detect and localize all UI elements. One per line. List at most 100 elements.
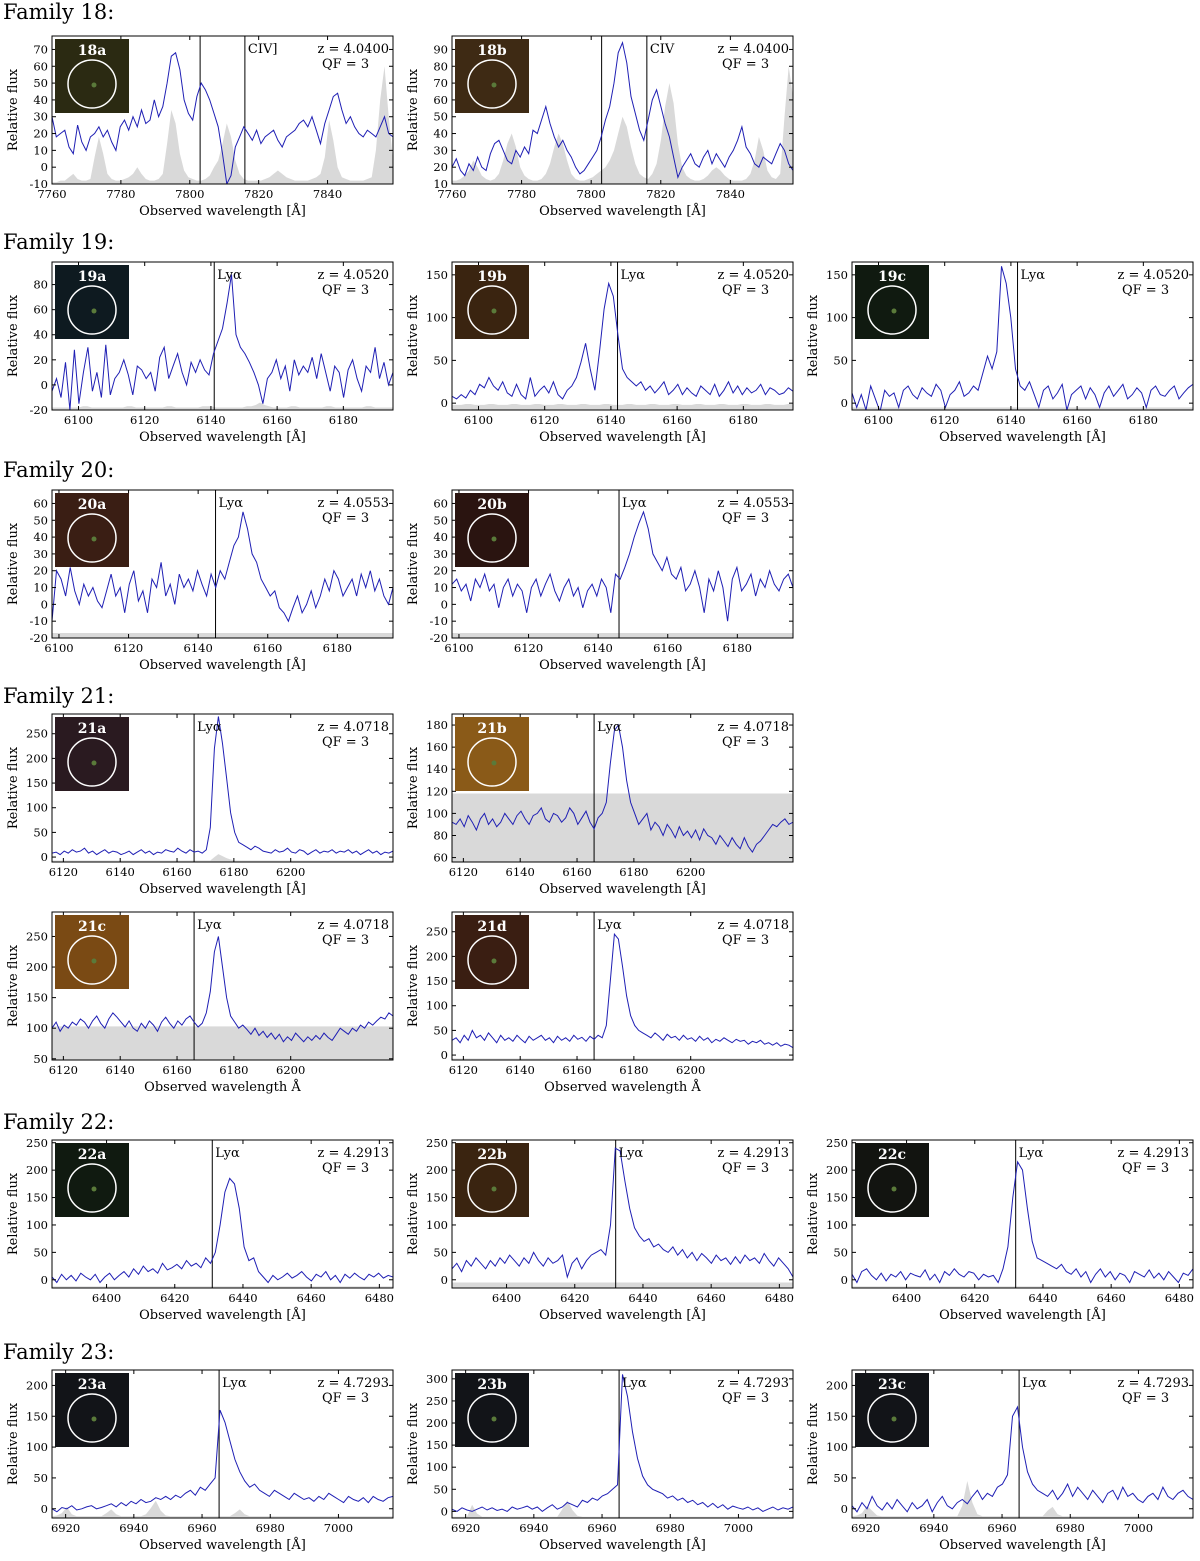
x-tick-label: 6200 <box>276 865 305 879</box>
object-spectrum <box>852 1405 1193 1513</box>
x-tick-label: 7820 <box>646 187 675 201</box>
x-tick-label: 7780 <box>106 187 135 201</box>
plot-area <box>52 490 393 638</box>
quality-flag-label: QF = 3 <box>722 933 769 948</box>
y-tick-label: 100 <box>26 1218 48 1232</box>
x-axis-label: Observed wavelength [Å] <box>939 429 1106 445</box>
quality-flag-label: QF = 3 <box>722 511 769 526</box>
y-tick-label: 250 <box>26 1136 48 1150</box>
x-tick-label: 6120 <box>530 413 559 427</box>
plot-frame <box>451 35 794 185</box>
stamp-label: 23c <box>878 1377 906 1393</box>
x-tick-label: 6160 <box>562 1063 591 1077</box>
x-tick-label: 6140 <box>506 1063 535 1077</box>
y-tick-label: 10 <box>433 177 448 191</box>
x-axis-label: Observed wavelength [Å] <box>939 1537 1106 1553</box>
redshift-label: z = 4.0718 <box>718 720 790 735</box>
x-tick-label: 7840 <box>313 187 342 201</box>
x-tick-label: 7800 <box>175 187 204 201</box>
x-tick-label: 6940 <box>919 1521 948 1535</box>
postage-stamp: 23c <box>855 1373 929 1447</box>
redshift-label: z = 4.2913 <box>318 1146 390 1161</box>
spectrum-panel-19c: Lyα 6100 6120 6140 6160 6180 0 50 100 150 Observed… <box>806 261 1194 445</box>
x-tick-label: 7000 <box>324 1521 353 1535</box>
y-tick-label: 20 <box>433 564 448 578</box>
y-tick-label: 20 <box>33 353 48 367</box>
line-label: Lyα <box>597 720 622 735</box>
line-label: Lyα <box>1019 1146 1044 1161</box>
x-axis-label: Observed wavelength [Å] <box>139 881 306 897</box>
stamp-label: 19c <box>878 269 906 285</box>
object-spectrum <box>452 41 793 179</box>
object-spectrum <box>52 51 393 184</box>
y-tick-label: 50 <box>433 353 448 367</box>
line-label: Lyα <box>622 1376 647 1391</box>
quality-flag-label: QF = 3 <box>1122 1161 1169 1176</box>
x-axis-label: Observed wavelength [Å] <box>139 1307 306 1323</box>
line-label: Lyα <box>597 918 622 933</box>
y-tick-label: 0 <box>841 396 848 410</box>
y-tick-label: 150 <box>426 1438 448 1452</box>
quality-flag-label: QF = 3 <box>322 735 369 750</box>
stamp-label: 23a <box>78 1377 107 1393</box>
x-tick-label: 6120 <box>930 413 959 427</box>
postage-stamp: 19b <box>455 265 529 339</box>
y-tick-label: -20 <box>429 631 448 645</box>
aperture-circle <box>867 1163 917 1213</box>
object-spectrum <box>52 716 393 856</box>
y-tick-label: 30 <box>33 547 48 561</box>
plot-frame <box>51 713 394 863</box>
stamp-label: 18b <box>477 43 506 59</box>
y-axis-label: Relative flux <box>406 1402 421 1485</box>
x-tick-label: 6200 <box>676 1063 705 1077</box>
y-tick-label: 250 <box>426 1394 448 1408</box>
y-tick-label: 50 <box>433 1482 448 1496</box>
plot-frame <box>451 1139 794 1289</box>
x-tick-label: 6140 <box>184 641 213 655</box>
line-label: Lyα <box>219 496 244 511</box>
x-tick-label: 7000 <box>724 1521 753 1535</box>
postage-stamp: 18b <box>455 39 529 113</box>
y-tick-label: 50 <box>433 110 448 124</box>
y-tick-label: 300 <box>426 1372 448 1386</box>
postage-stamp: 18a <box>55 39 129 113</box>
aperture-circle <box>467 935 517 985</box>
aperture-circle <box>867 285 917 335</box>
x-tick-label: 6180 <box>323 641 352 655</box>
spectrum-panel-18b: CIV 7760 7780 7800 7820 7840 10 20 30 40 50 60 70 80 9… <box>406 35 794 219</box>
redshift-label: z = 4.2913 <box>718 1146 790 1161</box>
plot-area <box>52 1370 393 1518</box>
aperture-circle <box>67 1163 117 1213</box>
y-tick-label: 150 <box>426 974 448 988</box>
y-tick-label: 150 <box>826 268 848 282</box>
x-tick-label: 6920 <box>451 1521 480 1535</box>
spectrum-panel-21b: Lyα 6120 6140 6160 6180 6200 60 80 100 120 140 160 1… <box>406 713 794 897</box>
x-tick-label: 6980 <box>1056 1521 1085 1535</box>
sky-spectrum <box>852 1481 1193 1518</box>
stamp-source <box>891 308 897 314</box>
x-tick-label: 6460 <box>1097 1291 1126 1305</box>
aperture-circle <box>67 59 117 109</box>
x-tick-label: 6100 <box>44 641 73 655</box>
spectrum-panel-20b: Lyα 6100 6120 6140 6160 6180 -20 -10 0 10 20 30 40 50… <box>406 489 794 673</box>
x-tick-label: 6940 <box>119 1521 148 1535</box>
x-tick-label: 6160 <box>262 413 291 427</box>
postage-stamp: 21b <box>455 717 529 791</box>
stamp-source <box>491 958 497 964</box>
x-tick-label: 6180 <box>1129 413 1158 427</box>
line-label: Lyα <box>619 1146 644 1161</box>
x-tick-label: 6160 <box>662 413 691 427</box>
line-label: Lyα <box>222 1376 247 1391</box>
x-axis-label: Observed wavelength Å <box>544 1079 701 1095</box>
line-label: Lyα <box>217 268 242 283</box>
quality-flag-label: QF = 3 <box>722 1161 769 1176</box>
y-tick-label: 250 <box>26 727 48 741</box>
postage-stamp: 22b <box>455 1143 529 1217</box>
aperture-circle <box>67 513 117 563</box>
sky-spectrum <box>452 793 793 862</box>
x-tick-label: 6180 <box>619 865 648 879</box>
y-tick-label: 200 <box>26 751 48 765</box>
y-tick-label: 100 <box>426 1460 448 1474</box>
y-tick-label: 200 <box>26 1163 48 1177</box>
stamp-image <box>455 717 529 791</box>
